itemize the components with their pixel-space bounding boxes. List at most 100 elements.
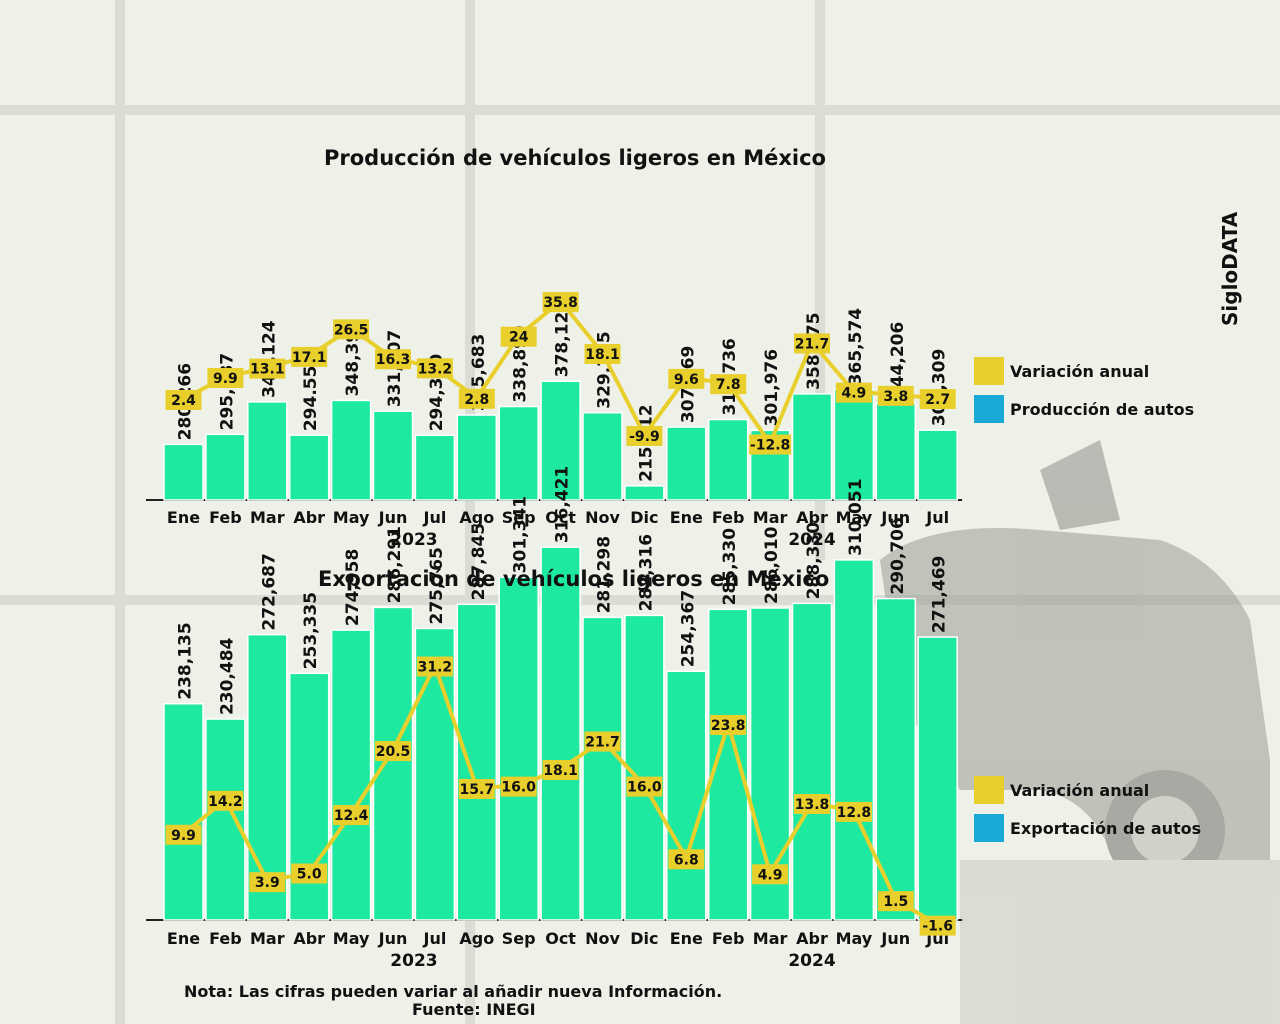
brand-label: SigloDATA	[1218, 211, 1242, 326]
variation-label: 18.1	[543, 763, 578, 779]
source-text: Fuente: INEGI	[412, 1000, 536, 1019]
bar	[791, 602, 833, 921]
variation-label-box	[877, 385, 914, 406]
category-label: Feb	[209, 929, 242, 948]
bar-value-label: 254,367	[678, 590, 698, 667]
category-label: Jul	[422, 929, 446, 948]
bar	[205, 718, 246, 921]
bar	[372, 410, 414, 501]
variation-label-box	[333, 319, 370, 340]
variation-label-box	[626, 426, 663, 447]
variation-label-box	[542, 292, 579, 313]
variation-label-box	[375, 741, 411, 762]
bar	[330, 399, 372, 501]
bar-value-label: 316,421	[553, 466, 573, 543]
category-label: Abr	[796, 508, 828, 527]
category-label: Mar	[753, 929, 788, 948]
variation-label-box	[207, 790, 244, 811]
variation-label-box	[375, 349, 411, 370]
year-label: 2024	[788, 530, 835, 550]
variation-label: 15.7	[460, 782, 495, 798]
variation-label: 12.4	[334, 808, 369, 824]
variation-label-box	[333, 805, 370, 826]
category-label: May	[333, 929, 370, 948]
variation-label-box	[626, 776, 663, 797]
bar-value-label: 275,765	[427, 547, 447, 624]
bar-value-label: 281,298	[595, 536, 615, 613]
category-label: Mar	[250, 508, 285, 527]
year-label: 2023	[390, 530, 437, 550]
category-label: Ene	[167, 508, 200, 527]
bar	[833, 559, 875, 921]
variation-label-box	[542, 760, 579, 781]
category-label: Feb	[209, 508, 242, 527]
variation-label: 20.5	[376, 744, 411, 760]
category-label: Nov	[585, 508, 620, 527]
category-label: May	[836, 929, 873, 948]
bar-value-label: 238,135	[176, 622, 196, 699]
variation-label-box	[249, 358, 286, 379]
bar	[498, 405, 539, 501]
bar	[917, 429, 958, 501]
legend-swatch-variation	[974, 776, 1004, 804]
variation-label: 1.5	[883, 894, 908, 910]
bar-value-label: 294.550	[301, 354, 321, 432]
category-label: Mar	[250, 929, 285, 948]
variation-label: 3.8	[883, 389, 908, 405]
bar	[875, 402, 917, 501]
variation-label: 13.2	[418, 361, 453, 377]
category-label: Sep	[502, 508, 536, 527]
variation-label: 17.1	[292, 350, 327, 366]
bar	[456, 603, 498, 921]
year-label: 2024	[788, 951, 835, 971]
bar-value-label: 271,469	[930, 556, 950, 633]
export-legend: Variación anual Exportación de autos	[974, 776, 1201, 852]
export-chart-title: Exportación de vehículos ligeros en Méxi…	[318, 567, 830, 591]
variation-label-box	[416, 656, 453, 677]
variation-label: 23.8	[711, 718, 746, 734]
category-label: Jun	[378, 508, 408, 527]
category-label: Abr	[796, 929, 828, 948]
variation-label: 13.1	[250, 362, 285, 378]
bar	[582, 616, 623, 921]
category-label: Abr	[293, 929, 325, 948]
bar-value-label: 295,787	[217, 353, 237, 430]
production-chart: 280,266Ene295,787Feb346,124Mar294.550Abr…	[146, 292, 963, 550]
bar	[540, 546, 581, 921]
category-label: Ene	[670, 508, 703, 527]
bar	[707, 418, 749, 501]
variation-label: 12.8	[837, 805, 872, 821]
variation-label: 13.8	[795, 797, 830, 813]
bar	[917, 636, 958, 921]
bar	[624, 485, 665, 501]
note-text: Nota: Las cifras pueden variar al añadir…	[184, 982, 723, 1001]
category-label: Abr	[293, 508, 325, 527]
variation-label: 5.0	[297, 867, 322, 883]
variation-label: 2.8	[464, 392, 489, 408]
variation-label: 16.3	[376, 352, 411, 368]
bar	[414, 434, 456, 501]
variation-label: 6.8	[674, 852, 699, 868]
variation-label: 16.0	[627, 780, 662, 796]
category-label: Ago	[459, 929, 494, 948]
bar	[582, 412, 623, 501]
variation-label-box	[835, 801, 872, 822]
legend-label-production: Producción de autos	[1010, 399, 1195, 419]
year-label: 2023	[390, 951, 437, 971]
bar	[247, 401, 288, 501]
variation-label: 14.2	[208, 794, 243, 810]
production-legend: Variación anual Producción de autos	[974, 357, 1194, 433]
category-label: Jul	[422, 508, 446, 527]
bar-value-label: 288,330	[804, 522, 824, 600]
category-label: Sep	[502, 929, 536, 948]
variation-label: 24	[509, 330, 529, 346]
variation-label-box	[794, 793, 830, 814]
bar-value-label: 272,687	[259, 553, 279, 630]
bar	[372, 606, 414, 921]
category-label: Oct	[545, 508, 576, 527]
variation-label: 4.9	[758, 867, 783, 883]
variation-label-box	[710, 714, 747, 735]
variation-label: 35.8	[543, 295, 578, 311]
variation-label-box	[165, 824, 202, 845]
